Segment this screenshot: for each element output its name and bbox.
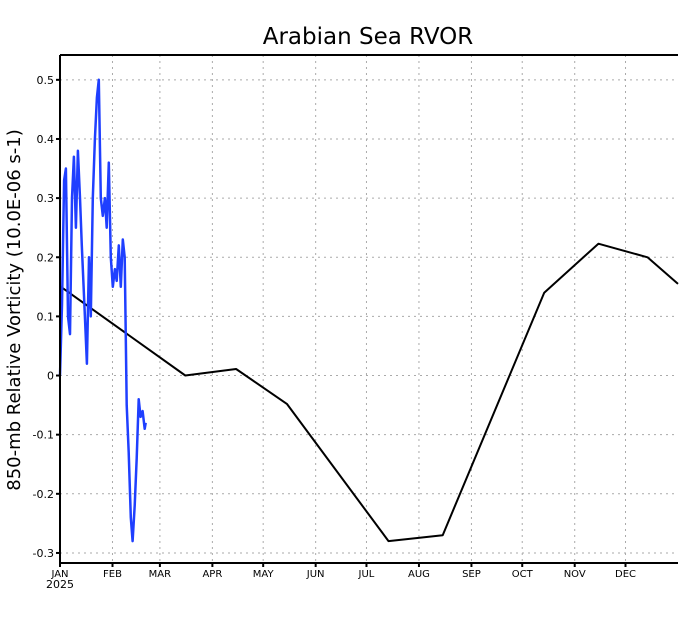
- y-tick-label: 0.3: [37, 192, 55, 205]
- x-tick-label: NOV: [564, 569, 586, 580]
- x-tick-label: MAR: [149, 569, 171, 580]
- y-axis-label: 850-mb Relative Vorticity (10.0E-06 s-1): [4, 129, 25, 491]
- x-tick-label: OCT: [512, 569, 534, 580]
- x-tick-label: DEC: [615, 569, 636, 580]
- x-tick-label: SEP: [462, 569, 481, 580]
- y-tick-label: 0.2: [37, 251, 55, 264]
- year-label: 2025: [46, 578, 74, 591]
- y-tick-label: 0.4: [37, 133, 55, 146]
- x-tick-label: MAY: [253, 569, 275, 580]
- series-line-climatology: [59, 242, 679, 543]
- x-tick-label: JUN: [306, 569, 325, 580]
- y-tick-label: 0.1: [37, 310, 55, 323]
- y-tick-label: -0.1: [33, 429, 54, 442]
- chart-title: Arabian Sea RVOR: [263, 24, 474, 50]
- x-tick-label: JUL: [358, 569, 375, 580]
- x-tick-label: JAN: [50, 569, 68, 580]
- y-tick-label: 0: [47, 370, 54, 383]
- series-line-2025: [58, 78, 147, 543]
- x-tick-label: FEB: [103, 569, 122, 580]
- x-tick-label: AUG: [408, 569, 430, 580]
- y-tick-label: 0.5: [37, 74, 55, 87]
- y-tick-label: -0.2: [33, 488, 54, 501]
- y-tick-label: -0.3: [33, 547, 54, 560]
- x-tick-label: APR: [202, 569, 222, 580]
